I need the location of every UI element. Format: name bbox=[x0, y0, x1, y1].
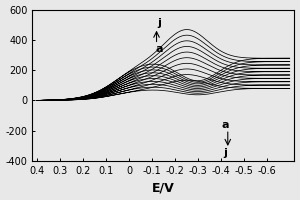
X-axis label: E/V: E/V bbox=[152, 181, 175, 194]
Text: j: j bbox=[157, 18, 161, 28]
Text: a: a bbox=[222, 120, 229, 130]
Text: j: j bbox=[224, 148, 227, 158]
Text: a: a bbox=[155, 44, 163, 54]
